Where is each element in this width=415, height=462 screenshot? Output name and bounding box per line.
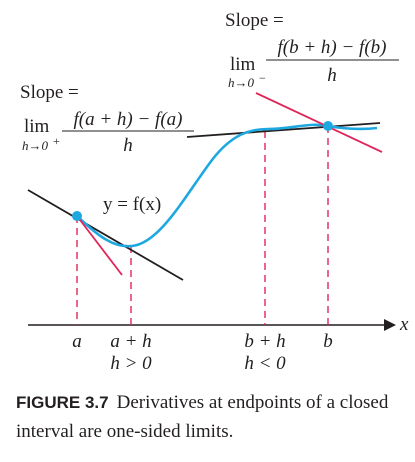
- left-lim-sup: +: [53, 134, 60, 148]
- right-denominator: h: [327, 65, 337, 86]
- x-axis-label: x: [399, 314, 409, 335]
- tick-label-b-plus-h: b + h: [244, 331, 285, 352]
- left-denominator: h: [123, 135, 133, 156]
- tick-sublabel-h-negative: h < 0: [244, 353, 286, 374]
- tangent-line-a: [27, 189, 184, 281]
- caption-text: Derivatives at endpoints of a closed int…: [16, 392, 389, 442]
- derivative-figure: x y = f(x) Slope = lim h→0 + f(a + h) − …: [20, 10, 409, 374]
- curve-f: [76, 123, 378, 248]
- left-numerator: f(a + h) − f(a): [73, 109, 182, 130]
- x-axis-arrow: [384, 319, 396, 331]
- point-a: [72, 211, 82, 221]
- right-lim: lim: [230, 54, 256, 75]
- figure-caption: FIGURE 3.7 Derivatives at endpoints of a …: [16, 388, 411, 446]
- curve-label: y = f(x): [103, 194, 161, 215]
- tick-label-b: b: [323, 331, 333, 352]
- figure-number: FIGURE 3.7: [16, 393, 109, 412]
- right-slope-label: Slope =: [225, 10, 284, 31]
- secant-line-b: [255, 92, 383, 153]
- left-lim-sub: h→0: [22, 138, 49, 153]
- tick-label-a: a: [72, 331, 82, 352]
- tick-label-a-plus-h: a + h: [110, 331, 151, 352]
- right-lim-sub: h→0: [228, 75, 255, 90]
- point-b: [323, 121, 333, 131]
- tick-sublabel-h-positive: h > 0: [110, 353, 152, 374]
- right-lim-sup: −: [259, 71, 266, 85]
- right-numerator: f(b + h) − f(b): [277, 37, 386, 58]
- tangent-line-b: [186, 122, 381, 138]
- secant-line-a: [76, 215, 123, 276]
- left-lim: lim: [24, 116, 50, 137]
- left-slope-label: Slope =: [20, 82, 79, 103]
